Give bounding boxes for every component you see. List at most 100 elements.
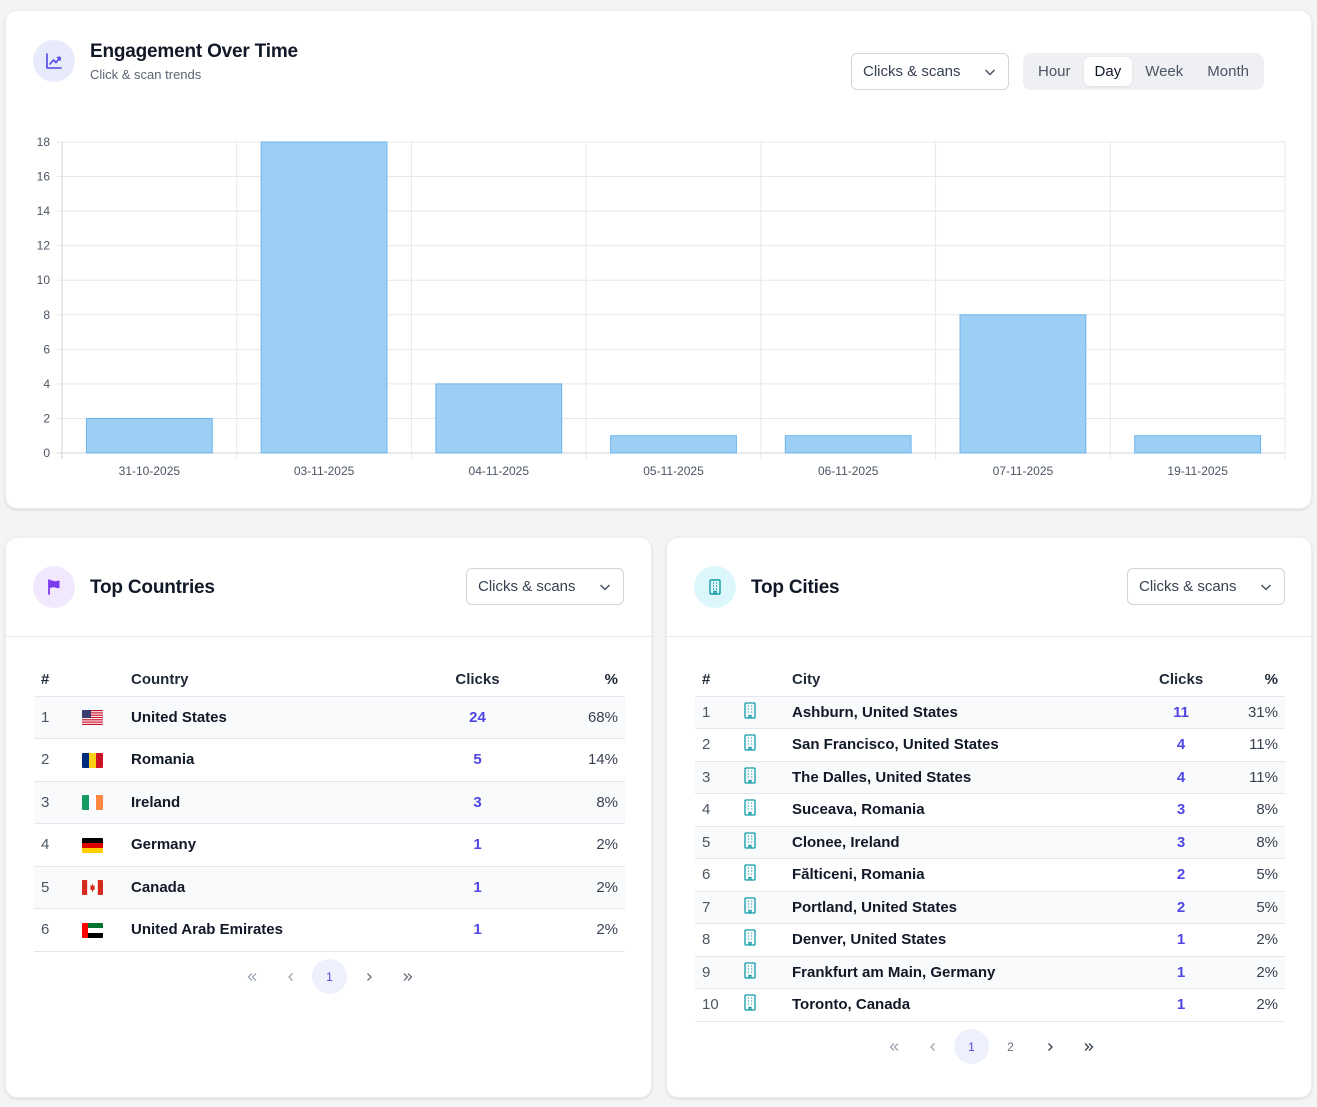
row-clicks: 24 [404, 696, 551, 739]
y-tick-label: 2 [43, 411, 50, 425]
page-1-button[interactable]: 1 [312, 959, 347, 994]
row-name: United States [124, 696, 404, 739]
x-tick-label: 19-11-2025 [1167, 464, 1228, 478]
col-clicks: Clicks [1152, 664, 1211, 697]
chevron-down-icon [984, 68, 996, 76]
page-1-button[interactable]: 1 [954, 1029, 989, 1064]
next-page-button[interactable] [1032, 1029, 1067, 1064]
table-row: 8 Denver, United States 1 2% [695, 923, 1285, 957]
bar-05-11-2025[interactable] [610, 435, 737, 454]
row-icon-cell [736, 793, 785, 827]
row-clicks: 2 [1152, 891, 1211, 924]
bar-31-10-2025[interactable] [85, 417, 213, 454]
countries-title: Top Countries [90, 577, 215, 598]
next-page-button[interactable] [351, 959, 386, 994]
row-clicks: 1 [404, 866, 551, 909]
table-row: 3 The Dalles, United States 4 11% [695, 761, 1285, 794]
prev-page-button[interactable] [273, 959, 308, 994]
x-tick-label: 07-11-2025 [993, 464, 1054, 478]
table-row: 2 Romania 5 14% [34, 738, 625, 782]
row-rank: 9 [695, 956, 736, 989]
row-icon-cell [75, 823, 124, 867]
row-name: Germany [124, 823, 404, 867]
col-country: Country [124, 664, 404, 697]
bar-19-11-2025[interactable] [1134, 435, 1262, 454]
granularity-day[interactable]: Day [1083, 57, 1133, 86]
y-tick-label: 10 [37, 273, 51, 287]
ca-flag-icon [82, 880, 103, 896]
cities-table: # City Clicks % 1 Ashburn, United States 1… [695, 664, 1285, 1022]
row-icon-cell [75, 908, 124, 952]
countries-metric-value: Clicks & scans [478, 578, 576, 595]
row-name: Toronto, Canada [785, 988, 1152, 1022]
row-clicks: 2 [1152, 858, 1211, 892]
table-row: 2 San Francisco, United States 4 11% [695, 728, 1285, 762]
row-pct: 11% [1210, 728, 1285, 762]
row-icon-cell [736, 923, 785, 957]
col-city: City [785, 664, 1152, 697]
row-icon-cell [75, 738, 124, 782]
countries-table-header: # Country Clicks % [34, 664, 625, 697]
building-icon [744, 994, 756, 1011]
prev-page-button[interactable] [915, 1029, 950, 1064]
double-chevron-right-icon [403, 972, 412, 981]
table-row: 6 Fălticeni, Romania 2 5% [695, 858, 1285, 892]
building-icon [744, 799, 756, 816]
row-pct: 11% [1210, 761, 1285, 794]
row-icon-cell [75, 696, 124, 739]
row-rank: 2 [695, 728, 736, 762]
x-tick-label: 03-11-2025 [294, 464, 355, 478]
granularity-hour[interactable]: Hour [1038, 63, 1071, 80]
ae-flag-icon [82, 922, 103, 938]
table-row: 1 United States 24 68% [34, 696, 625, 739]
table-row: 10 Toronto, Canada 1 2% [695, 988, 1285, 1022]
row-pct: 2% [1210, 956, 1285, 989]
row-clicks: 1 [1152, 923, 1211, 957]
row-rank: 5 [34, 866, 75, 909]
engagement-metric-value: Clicks & scans [863, 63, 961, 80]
engagement-title: Engagement Over Time [90, 41, 298, 62]
countries-header-divider [6, 636, 651, 637]
row-clicks: 1 [404, 823, 551, 867]
double-chevron-left-icon [247, 972, 256, 981]
building-icon [744, 864, 756, 881]
row-icon-cell [736, 826, 785, 859]
last-page-button[interactable] [1071, 1029, 1106, 1064]
building-icon [744, 962, 756, 979]
row-name: Denver, United States [785, 923, 1152, 957]
row-clicks: 4 [1152, 761, 1211, 794]
cities-metric-value: Clicks & scans [1139, 578, 1237, 595]
table-row: 5 Canada 1 2% [34, 866, 625, 909]
bar-06-11-2025[interactable] [784, 435, 912, 454]
ie-flag-icon [82, 795, 103, 811]
chevron-left-icon [929, 1042, 935, 1051]
row-pct: 8% [1210, 793, 1285, 827]
countries-metric-select[interactable]: Clicks & scans [466, 568, 624, 605]
de-flag-icon [82, 837, 103, 853]
engagement-badge [33, 40, 75, 82]
double-chevron-left-icon [889, 1042, 898, 1051]
engagement-metric-select[interactable]: Clicks & scans [851, 53, 1009, 90]
row-name: Fălticeni, Romania [785, 858, 1152, 892]
row-rank: 4 [34, 823, 75, 867]
row-rank: 3 [34, 781, 75, 824]
last-page-button[interactable] [390, 959, 425, 994]
row-rank: 2 [34, 738, 75, 782]
page-2-button[interactable]: 2 [1007, 1039, 1014, 1054]
x-tick-label: 05-11-2025 [643, 464, 704, 478]
granularity-month[interactable]: Month [1207, 63, 1249, 80]
row-name: Ireland [124, 781, 404, 824]
y-tick-label: 14 [37, 204, 51, 218]
row-name: Canada [124, 866, 404, 909]
bar-03-11-2025[interactable] [260, 141, 388, 454]
line-chart-icon [46, 53, 62, 69]
granularity-week[interactable]: Week [1145, 63, 1184, 80]
bar-04-11-2025[interactable] [435, 383, 563, 454]
first-page-button[interactable] [876, 1029, 911, 1064]
first-page-button[interactable] [234, 959, 269, 994]
bar-07-11-2025[interactable] [959, 314, 1087, 454]
row-pct: 14% [551, 738, 625, 782]
col-flag [75, 664, 124, 697]
cities-metric-select[interactable]: Clicks & scans [1127, 568, 1285, 605]
col-clicks: Clicks [404, 664, 551, 697]
